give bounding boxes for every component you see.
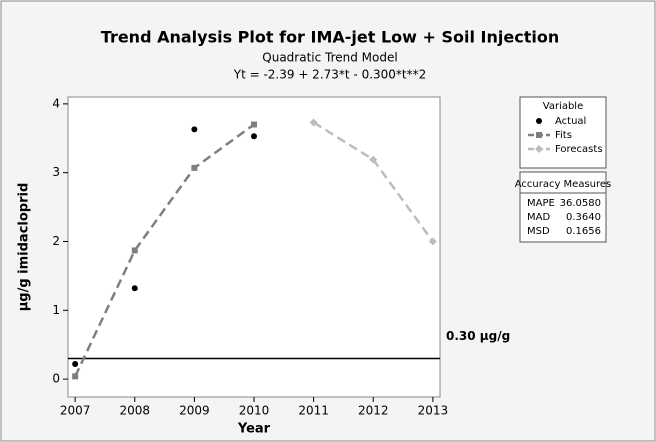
- legend-label: Forecasts: [555, 144, 603, 155]
- accuracy-name: MAD: [527, 212, 550, 223]
- y-tick-label: 1: [52, 303, 60, 317]
- data-point: [191, 126, 198, 133]
- data-point: [309, 118, 318, 127]
- accuracy-value: 36.0580: [560, 198, 601, 209]
- legend-label: Actual: [555, 116, 586, 127]
- y-tick-label: 4: [52, 96, 60, 110]
- data-point: [72, 360, 79, 367]
- accuracy-value: 0.3640: [566, 212, 601, 223]
- chart-title: Trend Analysis Plot for IMA-jet Low + So…: [101, 28, 559, 47]
- y-axis-label: µg/g imidacloprid: [17, 183, 32, 312]
- x-axis-label: Year: [237, 422, 271, 437]
- x-tick-label: 2013: [418, 404, 449, 418]
- data-point: [131, 247, 138, 254]
- legend-title: Variable: [543, 101, 584, 112]
- series-line: [74, 123, 255, 377]
- y-tick-label: 3: [52, 165, 60, 179]
- x-tick-label: 2007: [60, 404, 91, 418]
- accuracy-name: MAPE: [527, 198, 555, 209]
- data-point: [191, 164, 198, 171]
- chart-subtitle: Yt = -2.39 + 2.73*t - 0.300*t**2: [233, 68, 427, 82]
- plot-area: [67, 96, 441, 398]
- data-point: [251, 133, 257, 140]
- x-tick-label: 2011: [298, 404, 329, 418]
- x-tick-label: 2012: [358, 404, 389, 418]
- legend-label: Fits: [555, 130, 572, 141]
- accuracy-box: [519, 171, 607, 243]
- y-tick-label: 2: [52, 234, 60, 248]
- data-point: [369, 155, 378, 164]
- x-tick-label: 2009: [179, 404, 210, 418]
- legend-box: [519, 96, 607, 169]
- reference-label: 0.30 µg/g: [446, 329, 510, 343]
- x-tick-label: 2008: [119, 404, 150, 418]
- legend-swatch: [535, 145, 543, 153]
- data-point: [72, 373, 79, 380]
- data-point: [428, 237, 437, 246]
- chart-subtitle: Quadratic Trend Model: [262, 51, 397, 65]
- legend-swatch: [536, 132, 542, 138]
- data-point: [131, 285, 138, 292]
- accuracy-title: Accuracy Measures: [515, 179, 612, 190]
- accuracy-name: MSD: [527, 226, 550, 237]
- y-tick-label: 0: [52, 372, 60, 386]
- legend-swatch: [536, 118, 542, 124]
- accuracy-value: 0.1656: [566, 226, 601, 237]
- x-tick-label: 2010: [239, 404, 270, 418]
- data-point: [251, 121, 257, 128]
